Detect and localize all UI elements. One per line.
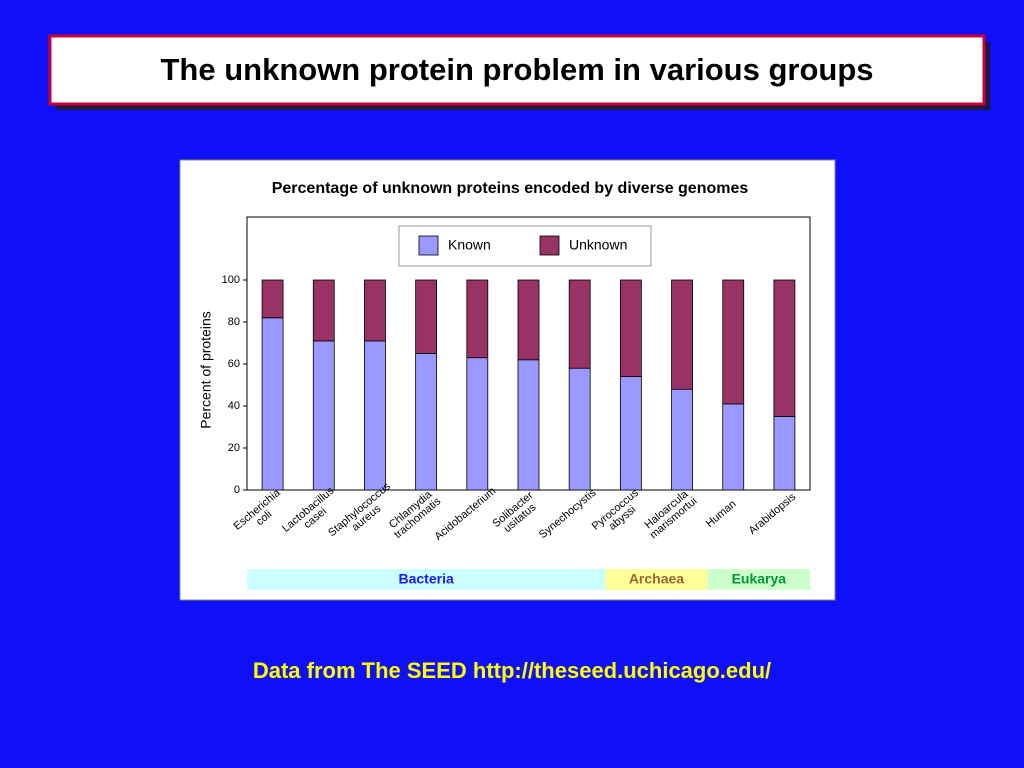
chart-title: Percentage of unknown proteins encoded b… bbox=[272, 180, 749, 197]
legend-swatch bbox=[418, 235, 439, 256]
y-tick-label: 100 bbox=[222, 274, 240, 286]
bar-segment bbox=[517, 359, 540, 491]
group-band bbox=[707, 569, 810, 590]
footer: Data from The SEED http://theseed.uchica… bbox=[253, 658, 771, 683]
bar-segment bbox=[722, 403, 745, 491]
bar-segment bbox=[619, 279, 642, 377]
legend-label: Known bbox=[448, 237, 491, 253]
y-axis-label: Percent of proteins bbox=[198, 311, 214, 429]
title-box bbox=[48, 34, 986, 106]
y-tick-label: 40 bbox=[228, 400, 240, 412]
legend-label: Unknown bbox=[569, 237, 627, 253]
bar-segment bbox=[517, 279, 540, 361]
bar-segment bbox=[364, 340, 386, 491]
bar-segment bbox=[261, 279, 284, 319]
y-tick-label: 0 bbox=[234, 484, 240, 496]
bar-segment bbox=[415, 353, 438, 491]
bar-segment bbox=[773, 279, 796, 417]
bar-segment bbox=[773, 416, 796, 491]
bar-segment bbox=[364, 279, 386, 342]
y-tick-label: 80 bbox=[228, 316, 240, 328]
group-band bbox=[605, 569, 708, 590]
bar-segment bbox=[722, 279, 745, 405]
group-label: Bacteria bbox=[399, 571, 454, 587]
group-label: Archaea bbox=[629, 571, 684, 587]
group-label: Eukarya bbox=[732, 571, 787, 587]
bar-segment bbox=[312, 279, 335, 342]
bar-segment bbox=[466, 357, 489, 491]
bar-segment bbox=[671, 279, 693, 390]
bar-segment bbox=[619, 376, 642, 491]
bar-segment bbox=[671, 388, 693, 491]
bar-segment bbox=[466, 279, 489, 359]
legend-swatch bbox=[539, 235, 560, 256]
bar-segment bbox=[568, 279, 591, 369]
y-tick-label: 20 bbox=[228, 442, 240, 454]
bar-segment bbox=[261, 317, 284, 491]
slide-title: The unknown protein problem in various g… bbox=[160, 52, 873, 87]
bar-segment bbox=[415, 279, 438, 354]
bar-segment bbox=[312, 340, 335, 491]
y-tick-label: 60 bbox=[228, 358, 240, 370]
legend bbox=[398, 225, 652, 267]
bar-segment bbox=[568, 367, 591, 491]
group-band bbox=[247, 569, 606, 590]
